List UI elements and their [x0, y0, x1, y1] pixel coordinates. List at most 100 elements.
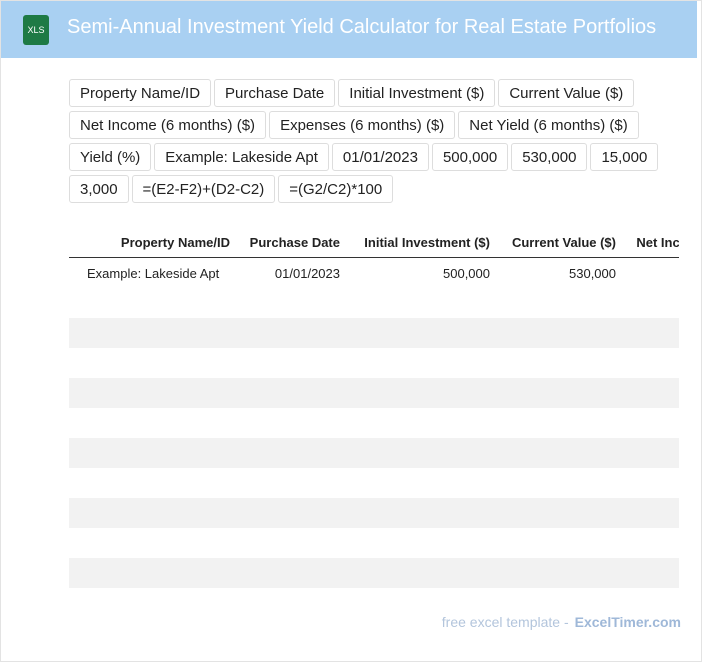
table-view: Property Name/ID Purchase Date Initial Inv…: [69, 227, 679, 588]
chip: Example: Lakeside Apt: [154, 143, 329, 171]
chip: Net Yield (6 months) ($): [458, 111, 639, 139]
table-cell: [623, 528, 679, 558]
table-cell: [73, 438, 237, 468]
table-cell: [73, 498, 237, 528]
xls-icon: XLS: [23, 15, 49, 45]
table-cell: [237, 378, 347, 408]
table-cell: 10: [69, 558, 73, 588]
table-cell: [347, 318, 497, 348]
table-cell: [623, 558, 679, 588]
title: Semi-Annual Investment Yield Calculator …: [67, 16, 657, 38]
table-cell: [497, 408, 623, 438]
table-cell: [623, 288, 679, 318]
table-cell: [73, 528, 237, 558]
chip: Yield (%): [69, 143, 152, 171]
table-cell: [497, 528, 623, 558]
table-cell: [623, 468, 679, 498]
table-cell: [623, 378, 679, 408]
table-cell: [497, 558, 623, 588]
table-row: 4: [69, 378, 679, 408]
footer-text: free excel template -: [441, 614, 569, 630]
table-row: 10: [69, 558, 679, 588]
table-row: 5: [69, 408, 679, 438]
chip: Property Name/ID: [69, 79, 212, 107]
chip: Expenses (6 months) ($): [269, 111, 456, 139]
table-cell: [237, 288, 347, 318]
table-row: 2: [69, 318, 679, 348]
table-row: 9: [69, 528, 679, 558]
chip: Initial Investment ($): [338, 79, 496, 107]
table-row: 1: [69, 288, 679, 318]
chip: 15,000: [590, 143, 659, 171]
table-cell: [497, 348, 623, 378]
column-header: Property Name/ID: [73, 227, 237, 258]
table-cell: [237, 438, 347, 468]
table-cell: [497, 498, 623, 528]
chip: Purchase Date: [214, 79, 336, 107]
chip: =(G2/C2)*100: [278, 175, 394, 203]
table-cell: [73, 318, 237, 348]
column-header: Current Value ($): [497, 227, 623, 258]
table-body: 0Example: Lakeside Apt01/01/2023500,0005…: [69, 258, 679, 588]
table-cell: [347, 498, 497, 528]
table-cell: 8: [69, 498, 73, 528]
chip-list: Property Name/ID Purchase Date Initial Inv…: [69, 79, 669, 203]
table-cell: [73, 408, 237, 438]
table-cell: [347, 438, 497, 468]
table-cell: 500,000: [443, 265, 490, 281]
column-header: [69, 227, 73, 258]
table-cell: [237, 408, 347, 438]
table-row: 0Example: Lakeside Apt01/01/2023500,0005…: [69, 258, 679, 289]
footer: free excel template - ExcelTimer.com: [442, 614, 681, 630]
table-cell: [347, 528, 497, 558]
table-cell: [623, 438, 679, 468]
chip: =(E2-F2)+(D2-C2): [131, 175, 276, 203]
footer-brand[interactable]: ExcelTimer.com: [574, 614, 681, 630]
table-cell: [73, 558, 237, 588]
table-cell: [237, 318, 347, 348]
table-cell: [623, 348, 679, 378]
table-cell: [73, 288, 237, 318]
chip: 500,000: [431, 143, 509, 171]
table-cell: [347, 288, 497, 318]
column-header: Purchase Date: [237, 227, 347, 258]
table-cell: [237, 558, 347, 588]
table-cell: [497, 378, 623, 408]
table-cell: [347, 378, 497, 408]
table-row: 6: [69, 438, 679, 468]
column-header: Net Income (6 months) ($): [623, 227, 679, 258]
table-cell: [623, 408, 679, 438]
table-cell: 530,000: [569, 265, 616, 281]
table-cell: [623, 258, 679, 289]
table-cell: [497, 438, 623, 468]
table-cell: [237, 468, 347, 498]
table-cell: [347, 408, 497, 438]
table: Property Name/ID Purchase Date Initial Inv…: [69, 227, 679, 588]
table-row: 3: [69, 348, 679, 378]
table-cell: [73, 348, 237, 378]
table-cell: [347, 558, 497, 588]
table-row: 8: [69, 498, 679, 528]
column-header: Initial Investment ($): [347, 227, 497, 258]
table-cell: Example: Lakeside Apt: [87, 265, 220, 281]
table-cell: 2: [69, 318, 73, 348]
table-cell: [623, 498, 679, 528]
table-cell: [347, 348, 497, 378]
table-cell: [237, 348, 347, 378]
header-row: Property Name/ID Purchase Date Initial Inv…: [69, 227, 679, 258]
table-cell: [347, 468, 497, 498]
table-cell: [497, 468, 623, 498]
table-cell: 6: [69, 438, 73, 468]
chip: 530,000: [511, 143, 588, 171]
chip: 3,000: [69, 175, 129, 203]
table-cell: [73, 468, 237, 498]
table-cell: 01/01/2023: [274, 265, 340, 281]
table-row: 7: [69, 468, 679, 498]
table-cell: [237, 498, 347, 528]
chip: Current Value ($): [498, 79, 635, 107]
chip: Net Income (6 months) ($): [69, 111, 267, 139]
table-cell: [497, 318, 623, 348]
table-cell: [73, 378, 237, 408]
table-cell: 4: [69, 378, 73, 408]
